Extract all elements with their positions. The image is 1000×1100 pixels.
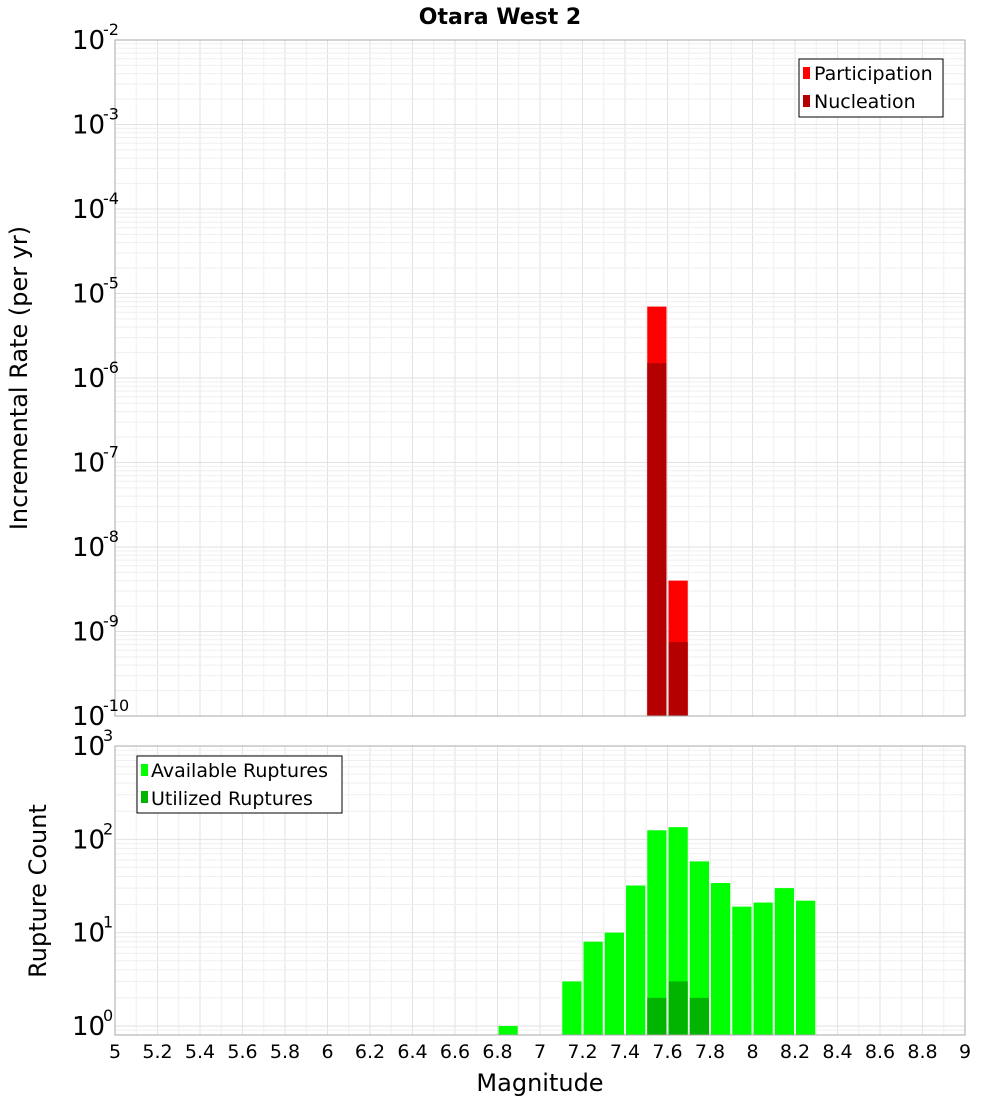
available-ruptures-bar: [774, 888, 794, 1035]
nucleation-bar: [668, 642, 688, 716]
rate-ytick-base: 10: [72, 449, 105, 479]
rate-ytick-base: 10: [72, 26, 105, 56]
available-ruptures-bar: [689, 861, 709, 1035]
x-tick-label: 5.6: [227, 1041, 257, 1063]
rate-ytick-base: 10: [72, 702, 105, 732]
rate-ytick-exponent: -8: [103, 527, 119, 546]
count-ytick-base: 10: [72, 825, 105, 855]
count-ytick-exponent: 1: [103, 913, 113, 932]
rate-ytick-exponent: -2: [103, 20, 119, 39]
rate-ytick-exponent: -6: [103, 358, 119, 377]
rate-ytick-base: 10: [72, 618, 105, 648]
count-y-axis-label: Rupture Count: [24, 804, 52, 978]
utilized-ruptures-bar: [647, 997, 667, 1035]
count-ytick-exponent: 0: [103, 1006, 113, 1025]
magnitude-x-ticks: 5 5.2 5.4 5.6 5.8 6 6.2 6.4 6.6 6.8 7 7.2 7.4 7.6 7.8 8…: [109, 1041, 971, 1063]
utilized-ruptures-bar: [689, 997, 709, 1035]
utilized-legend-label: Utilized Ruptures: [151, 788, 313, 810]
available-ruptures-bar: [583, 941, 603, 1035]
x-tick-label: 5.4: [185, 1041, 215, 1063]
count-plot-frame: [114, 745, 966, 1036]
rate-grid: [114, 39, 966, 717]
x-tick-label: 6.2: [355, 1041, 385, 1063]
rate-bars: [647, 306, 688, 716]
rate-ytick-exponent: -3: [103, 105, 119, 124]
participation-legend-label: Participation: [814, 63, 933, 85]
utilized-legend-swatch: [141, 791, 148, 803]
x-axis-label: Magnitude: [476, 1069, 603, 1097]
x-tick-label: 7: [534, 1041, 546, 1063]
count-legend-box: [136, 755, 343, 814]
x-tick-label: 6: [321, 1041, 333, 1063]
count-ytick-base: 10: [72, 919, 105, 949]
x-tick-label: 5: [109, 1041, 121, 1063]
available-legend-label: Available Ruptures: [151, 760, 328, 782]
rate-legend: Participation Nucleation: [798, 58, 944, 118]
count-ytick-exponent: 2: [103, 819, 113, 838]
x-tick-label: 9: [959, 1041, 971, 1063]
x-tick-label: 6.6: [440, 1041, 470, 1063]
x-tick-label: 8.2: [780, 1041, 810, 1063]
rate-ytick-exponent: -4: [103, 189, 119, 208]
rate-legend-box: [798, 58, 944, 118]
nucleation-legend-label: Nucleation: [814, 91, 916, 113]
rate-panel: 10-210-310-410-510-610-710-810-910-10 In…: [5, 20, 966, 732]
available-ruptures-bar: [562, 981, 582, 1035]
rate-ytick-base: 10: [72, 533, 105, 563]
x-tick-label: 6.8: [482, 1041, 512, 1063]
nucleation-bar: [647, 363, 667, 716]
x-tick-label: 6.4: [397, 1041, 427, 1063]
utilized-ruptures-bar: [668, 981, 688, 1035]
rate-ytick-exponent: -7: [103, 443, 119, 462]
count-ytick-base: 10: [72, 732, 105, 762]
participation-legend-swatch: [803, 67, 810, 79]
available-ruptures-bar: [498, 1025, 518, 1035]
x-tick-label: 8.4: [822, 1041, 852, 1063]
x-tick-label: 7.6: [652, 1041, 682, 1063]
x-tick-label: 8: [746, 1041, 758, 1063]
x-tick-label: 5.2: [142, 1041, 172, 1063]
available-ruptures-bar: [626, 885, 646, 1035]
chart-title: Otara West 2: [419, 5, 581, 30]
count-ytick-base: 10: [72, 1012, 105, 1042]
rate-plot-frame: [114, 39, 966, 717]
count-grid: [114, 745, 966, 1036]
available-ruptures-bar: [753, 902, 773, 1035]
x-tick-label: 7.4: [610, 1041, 640, 1063]
available-ruptures-bar: [711, 883, 731, 1035]
rate-ytick-base: 10: [72, 280, 105, 310]
count-bars: [498, 827, 816, 1035]
available-legend-swatch: [141, 764, 148, 776]
rate-ytick-exponent: -5: [103, 274, 119, 293]
available-ruptures-bar: [604, 932, 624, 1035]
x-tick-label: 8.6: [865, 1041, 895, 1063]
rate-ytick-base: 10: [72, 195, 105, 225]
nucleation-legend-swatch: [803, 95, 810, 107]
rate-y-axis-label: Incremental Rate (per yr): [5, 226, 33, 530]
x-tick-label: 7.8: [695, 1041, 725, 1063]
rate-ytick-base: 10: [72, 111, 105, 141]
x-tick-label: 5.8: [270, 1041, 300, 1063]
rate-y-ticks: 10-210-310-410-510-610-710-810-910-10: [72, 20, 129, 732]
available-ruptures-bar: [732, 906, 752, 1035]
x-tick-label: 8.8: [907, 1041, 937, 1063]
count-legend: Available Ruptures Utilized Ruptures: [136, 755, 343, 814]
available-ruptures-bar: [796, 900, 816, 1035]
rate-ytick-exponent: -10: [103, 696, 129, 715]
x-tick-label: 7.2: [567, 1041, 597, 1063]
rate-ytick-exponent: -9: [103, 612, 119, 631]
rate-ytick-base: 10: [72, 364, 105, 394]
available-ruptures-bar: [647, 830, 667, 1035]
count-ytick-exponent: 3: [103, 726, 113, 745]
